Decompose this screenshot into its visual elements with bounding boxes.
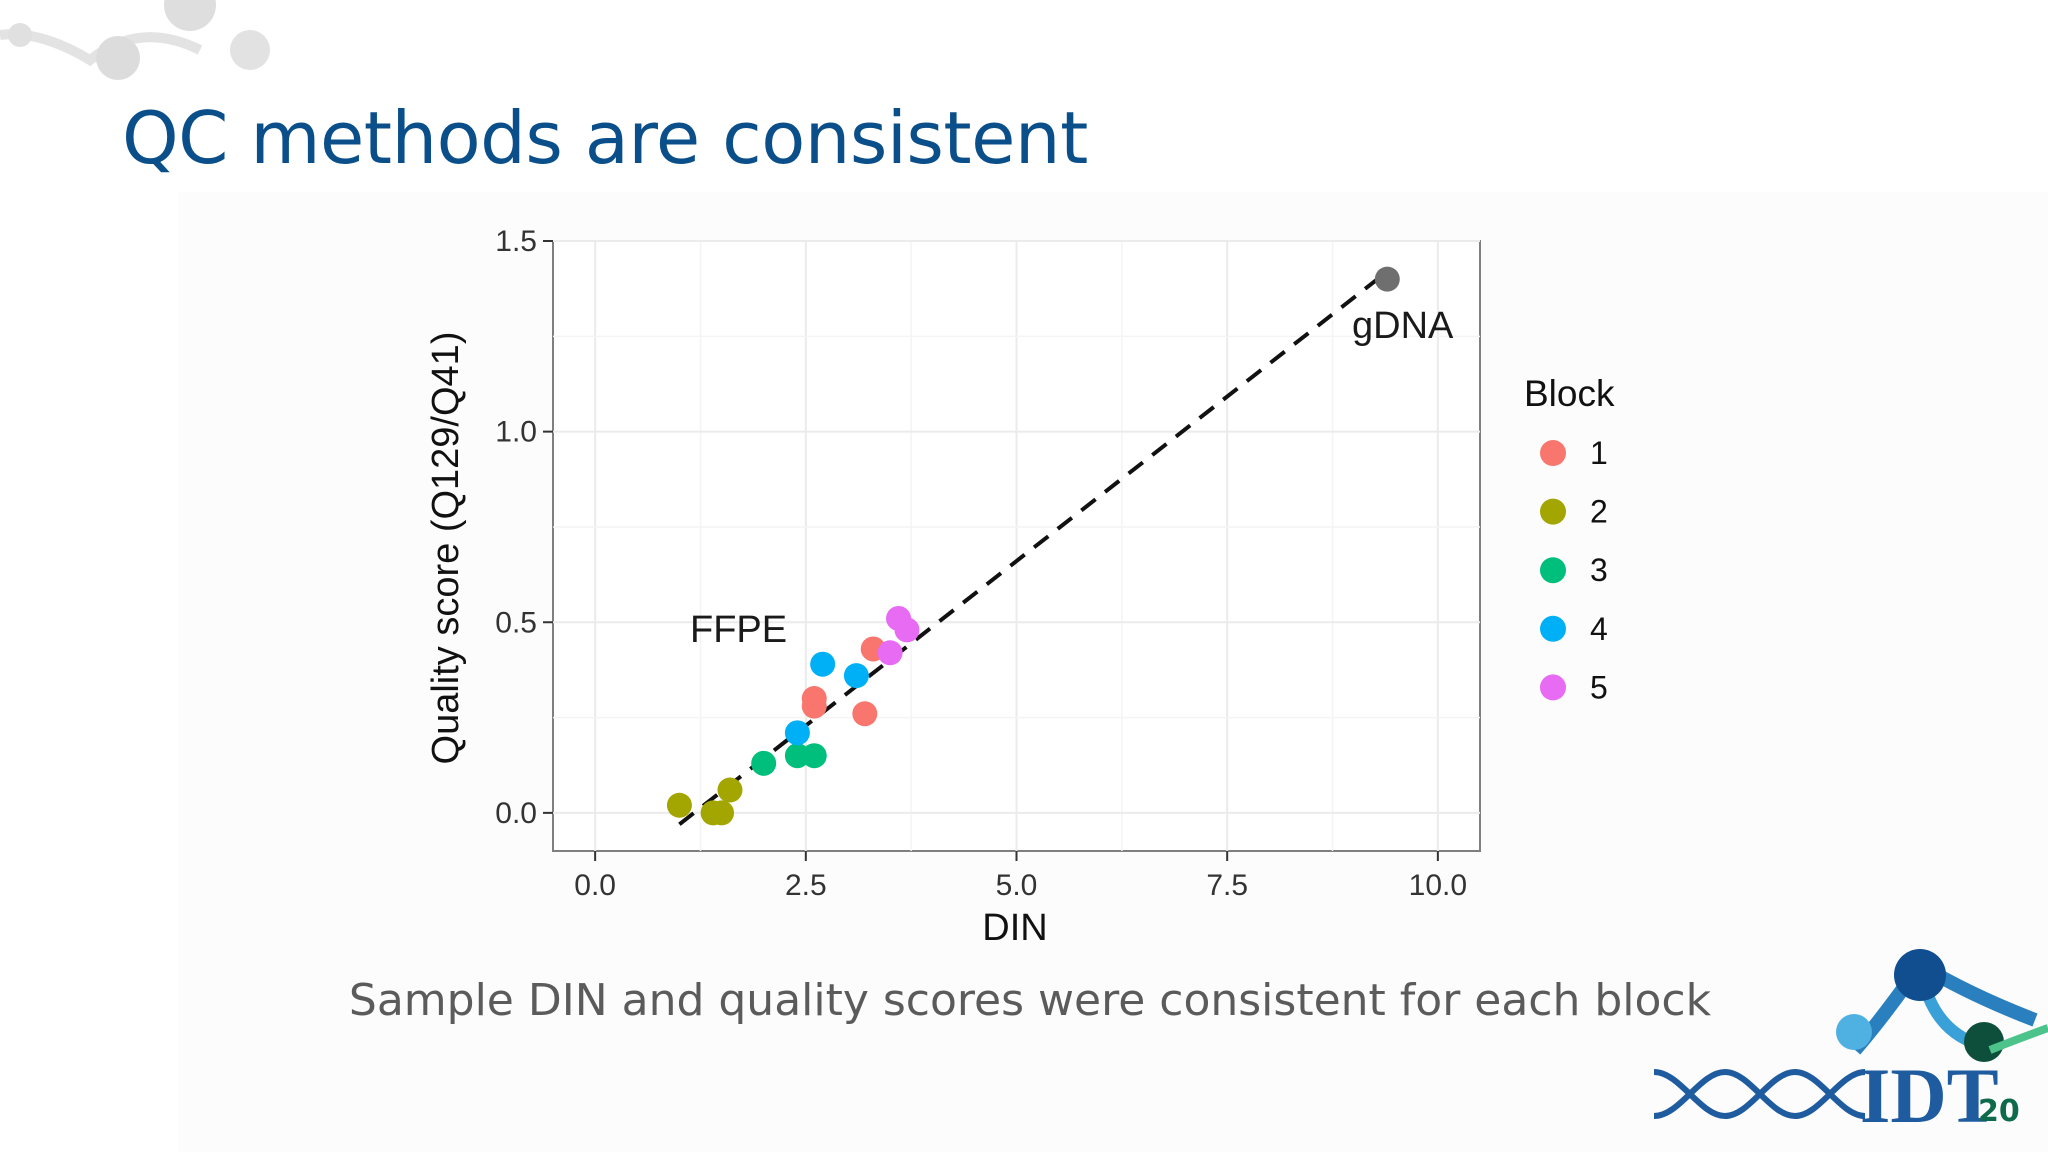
legend-title: Block	[1524, 373, 1615, 414]
data-point-block-2	[666, 792, 692, 818]
data-point-block-3	[801, 743, 827, 769]
data-points	[666, 266, 1400, 826]
x-tick-label: 0.0	[574, 869, 616, 902]
data-point-block-5	[894, 617, 920, 643]
legend: 1 2 3 4 5	[1540, 435, 1608, 705]
legend-label-4: 4	[1590, 611, 1608, 647]
data-point-block-2	[717, 777, 743, 803]
legend-key-2	[1540, 498, 1566, 525]
data-point-block-2	[709, 800, 735, 826]
legend-key-3	[1540, 557, 1566, 584]
legend-key-5	[1540, 674, 1566, 701]
y-tick-label: 1.5	[495, 225, 537, 258]
y-tick-label: 0.5	[495, 606, 537, 639]
legend-key-4	[1540, 615, 1566, 642]
logo-wordmark: IDT	[1860, 1052, 1999, 1139]
x-tick-label: 10.0	[1409, 869, 1467, 902]
idt-logo: IDT	[1653, 949, 2048, 1139]
data-point-block-1	[801, 693, 827, 719]
y-axis-label: Quality score (Q129/Q41)	[425, 332, 467, 765]
legend-label-1: 1	[1590, 435, 1608, 471]
legend-label-5: 5	[1590, 669, 1608, 705]
x-tick-label: 5.0	[996, 869, 1038, 902]
x-axis-label: DIN	[982, 907, 1047, 949]
data-point-block-gdna	[1374, 266, 1400, 292]
data-point-block-4	[784, 720, 810, 746]
axes: 0.0 2.5 5.0 7.5 10.0 0.0 0.5 1.0 1.5	[495, 225, 1467, 902]
grid-lines	[553, 240, 1480, 851]
annotation-ffpe: FFPE	[690, 609, 787, 651]
slide-title: QC methods are consistent	[122, 96, 1088, 180]
data-point-block-1	[852, 701, 878, 727]
data-point-block-5	[877, 640, 903, 666]
annotation-gdna: gDNA	[1352, 305, 1454, 347]
page-number: 20	[1978, 1094, 2020, 1129]
legend-label-3: 3	[1590, 552, 1608, 588]
slide-caption: Sample DIN and quality scores were consi…	[348, 975, 1712, 1026]
data-point-block-3	[751, 750, 777, 776]
y-tick-label: 0.0	[495, 797, 537, 830]
molecule-decoration	[0, 0, 270, 80]
y-tick-label: 1.0	[495, 416, 537, 449]
legend-label-2: 2	[1590, 494, 1608, 530]
data-point-block-4	[843, 663, 869, 689]
x-tick-label: 2.5	[785, 869, 827, 902]
x-tick-label: 7.5	[1206, 869, 1248, 902]
legend-key-1	[1540, 440, 1566, 466]
data-point-block-4	[810, 651, 836, 677]
